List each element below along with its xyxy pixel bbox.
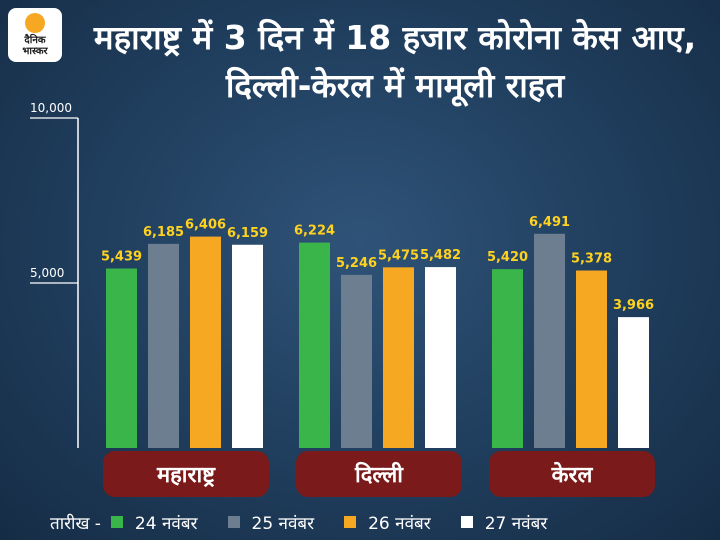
brand-logo: दैनिक भास्कर [8, 8, 62, 62]
category-label: केरल [551, 461, 594, 488]
data-label: 5,420 [487, 250, 528, 265]
bar [534, 233, 565, 448]
bar [383, 267, 414, 448]
data-label: 5,439 [101, 250, 142, 265]
data-label: 5,482 [420, 248, 461, 263]
logo-line-1: दैनिक [24, 35, 46, 46]
category-band [103, 451, 269, 497]
legend-label: 24 नवंबर [134, 513, 198, 534]
data-label: 6,406 [185, 218, 226, 233]
bar [148, 243, 179, 448]
bar [190, 236, 221, 448]
y-tick-label: 10,000 [30, 101, 72, 115]
legend-swatch [227, 516, 240, 528]
chart-title: महाराष्ट्र में 3 दिन में 18 हजार कोरोना … [93, 18, 697, 105]
data-label: 5,475 [378, 248, 419, 263]
data-label: 6,491 [529, 215, 570, 230]
data-label: 5,378 [571, 252, 612, 267]
category-band [489, 451, 655, 497]
bar [576, 270, 607, 448]
category-band [296, 451, 462, 497]
legend-item: 25 नवंबर [227, 511, 315, 534]
bar [341, 274, 372, 448]
bar [232, 244, 263, 448]
bar [299, 242, 330, 448]
data-label: 6,224 [294, 224, 335, 239]
category-label: महाराष्ट्र [156, 463, 216, 488]
legend-label: 27 नवंबर [484, 513, 548, 534]
bar [425, 267, 456, 448]
bar [492, 269, 523, 448]
legend-swatch [344, 516, 357, 528]
legend-label: 26 नवंबर [368, 513, 431, 534]
y-tick-label: 5,000 [30, 266, 64, 280]
bar [618, 317, 649, 448]
legend-label: 25 नवंबर [251, 513, 315, 534]
bar [106, 268, 137, 448]
category-label: दिल्ली [354, 461, 404, 488]
legend: तारीख - 24 नवंबर 25 नवंबर 26 नवंबर 27 नव… [0, 504, 720, 540]
data-label: 6,159 [227, 226, 268, 241]
legend-item: 26 नवंबर [344, 511, 431, 534]
data-label: 5,246 [336, 256, 377, 271]
legend-item: 27 नवंबर [460, 511, 548, 534]
data-label: 6,185 [143, 225, 184, 240]
sun-icon [25, 13, 45, 33]
legend-swatch [460, 516, 473, 528]
legend-swatch [110, 516, 123, 528]
legend-lead: तारीख - [50, 513, 101, 534]
legend-item: 24 नवंबर [110, 511, 198, 534]
data-label: 3,966 [613, 298, 654, 313]
logo-line-2: भास्कर [22, 46, 48, 57]
